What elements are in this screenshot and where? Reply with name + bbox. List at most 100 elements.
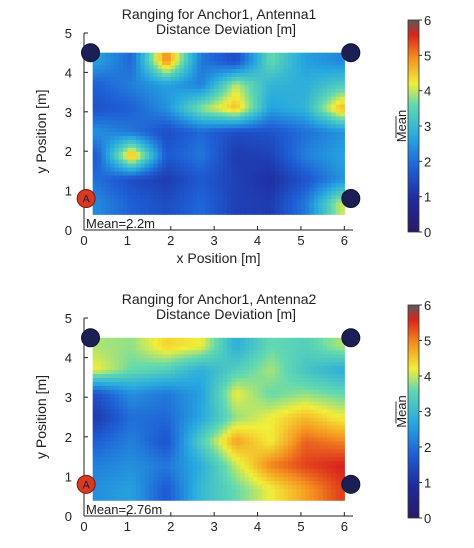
heatmap-cell bbox=[136, 131, 141, 137]
heatmap-cell bbox=[235, 186, 241, 192]
heatmap-cell bbox=[157, 417, 163, 422]
heatmap-cell bbox=[105, 123, 111, 129]
heatmap-cell bbox=[218, 397, 224, 402]
heatmap-cell bbox=[231, 468, 237, 474]
heatmap-cell bbox=[313, 353, 319, 359]
heatmap-cell bbox=[209, 170, 215, 176]
heatmap-cell bbox=[188, 163, 194, 168]
heatmap-cell bbox=[257, 155, 263, 160]
heatmap-cell bbox=[209, 139, 215, 144]
heatmap-cell bbox=[175, 60, 181, 66]
heatmap-cell bbox=[157, 496, 163, 501]
heatmap-cell bbox=[127, 107, 133, 113]
chart-title: Ranging for Anchor1, Antenna1 bbox=[122, 6, 317, 22]
heatmap-cell bbox=[149, 64, 155, 70]
heatmap-cell bbox=[240, 159, 246, 164]
heatmap-cell bbox=[292, 492, 298, 497]
heatmap-cell bbox=[110, 60, 115, 66]
heatmap-cell bbox=[153, 361, 159, 367]
heatmap-cell bbox=[261, 480, 267, 485]
heatmap-cell bbox=[131, 369, 137, 375]
heatmap-cell bbox=[205, 88, 211, 93]
heatmap-cell bbox=[231, 417, 237, 422]
heatmap-cell bbox=[261, 377, 267, 382]
heatmap-cell bbox=[153, 496, 159, 501]
heatmap-cell bbox=[322, 337, 328, 343]
heatmap-cell bbox=[136, 353, 141, 359]
heatmap-cell bbox=[274, 202, 280, 207]
heatmap-cell bbox=[300, 381, 306, 386]
heatmap-cell bbox=[149, 409, 155, 414]
heatmap-cell bbox=[214, 76, 220, 81]
heatmap-cell bbox=[114, 198, 120, 204]
heatmap-cell bbox=[322, 357, 328, 363]
heatmap-cell bbox=[309, 143, 315, 148]
heatmap-cell bbox=[205, 107, 211, 113]
heatmap-cell bbox=[153, 119, 159, 125]
heatmap-cell bbox=[153, 84, 159, 89]
heatmap-cell bbox=[170, 397, 176, 402]
heatmap-cell bbox=[192, 155, 198, 160]
heatmap-cell bbox=[261, 413, 267, 418]
heatmap-cell bbox=[326, 115, 332, 121]
heatmap-cell bbox=[309, 409, 315, 414]
heatmap-cell bbox=[209, 99, 215, 105]
heatmap-cell bbox=[205, 166, 211, 172]
heatmap-cell bbox=[227, 456, 233, 462]
heatmap-cell bbox=[283, 206, 289, 211]
heatmap-cell bbox=[313, 349, 319, 355]
heatmap-cell bbox=[235, 119, 241, 125]
heatmap-cell bbox=[270, 84, 276, 89]
heatmap-cell bbox=[266, 174, 272, 180]
colorbar-tick-label: 3 bbox=[424, 119, 431, 134]
heatmap-cell bbox=[205, 341, 211, 347]
heatmap-cell bbox=[261, 60, 267, 66]
heatmap-cell bbox=[136, 361, 141, 367]
heatmap-cell bbox=[136, 151, 141, 156]
heatmap-cell bbox=[183, 52, 189, 58]
heatmap-cell bbox=[179, 52, 185, 58]
heatmap-cell bbox=[162, 56, 168, 62]
heatmap-cell bbox=[92, 472, 98, 477]
heatmap-cell bbox=[266, 476, 272, 481]
heatmap-cell bbox=[192, 353, 198, 359]
heatmap-cell bbox=[157, 178, 163, 184]
heatmap-cell bbox=[170, 64, 176, 70]
heatmap-cell bbox=[300, 170, 306, 176]
heatmap-cell bbox=[209, 76, 215, 81]
heatmap-cell bbox=[97, 417, 102, 422]
heatmap-cell bbox=[222, 56, 228, 62]
heatmap-cell bbox=[266, 68, 272, 73]
heatmap-cell bbox=[326, 186, 332, 192]
heatmap-cell bbox=[300, 80, 306, 85]
heatmap-cell bbox=[162, 115, 168, 121]
heatmap-cell bbox=[296, 357, 302, 363]
heatmap-cell bbox=[144, 405, 150, 410]
heatmap-cell bbox=[153, 52, 159, 58]
heatmap-cell bbox=[253, 170, 259, 176]
heatmap-cell bbox=[123, 337, 128, 343]
heatmap-cell bbox=[335, 76, 341, 81]
heatmap-cell bbox=[101, 413, 107, 418]
heatmap-cell bbox=[175, 103, 181, 109]
heatmap-cell bbox=[92, 464, 98, 470]
heatmap-cell bbox=[101, 448, 107, 454]
heatmap-cell bbox=[287, 337, 293, 343]
heatmap-cell bbox=[257, 80, 263, 85]
heatmap-cell bbox=[157, 428, 163, 434]
heatmap-cell bbox=[105, 127, 111, 133]
heatmap-cell bbox=[175, 349, 181, 355]
heatmap-cell bbox=[136, 337, 141, 343]
heatmap-cell bbox=[166, 170, 172, 176]
heatmap-cell bbox=[149, 115, 155, 121]
heatmap-cell bbox=[235, 135, 241, 140]
heatmap-cell bbox=[166, 96, 172, 101]
heatmap-cell bbox=[257, 420, 263, 426]
heatmap-cell bbox=[253, 424, 259, 430]
heatmap-cell bbox=[157, 377, 163, 382]
heatmap-cell bbox=[105, 99, 111, 105]
heatmap-cell bbox=[131, 357, 137, 363]
heatmap-cell bbox=[201, 373, 207, 378]
heatmap-cell bbox=[283, 420, 289, 426]
heatmap-cell bbox=[92, 174, 98, 180]
